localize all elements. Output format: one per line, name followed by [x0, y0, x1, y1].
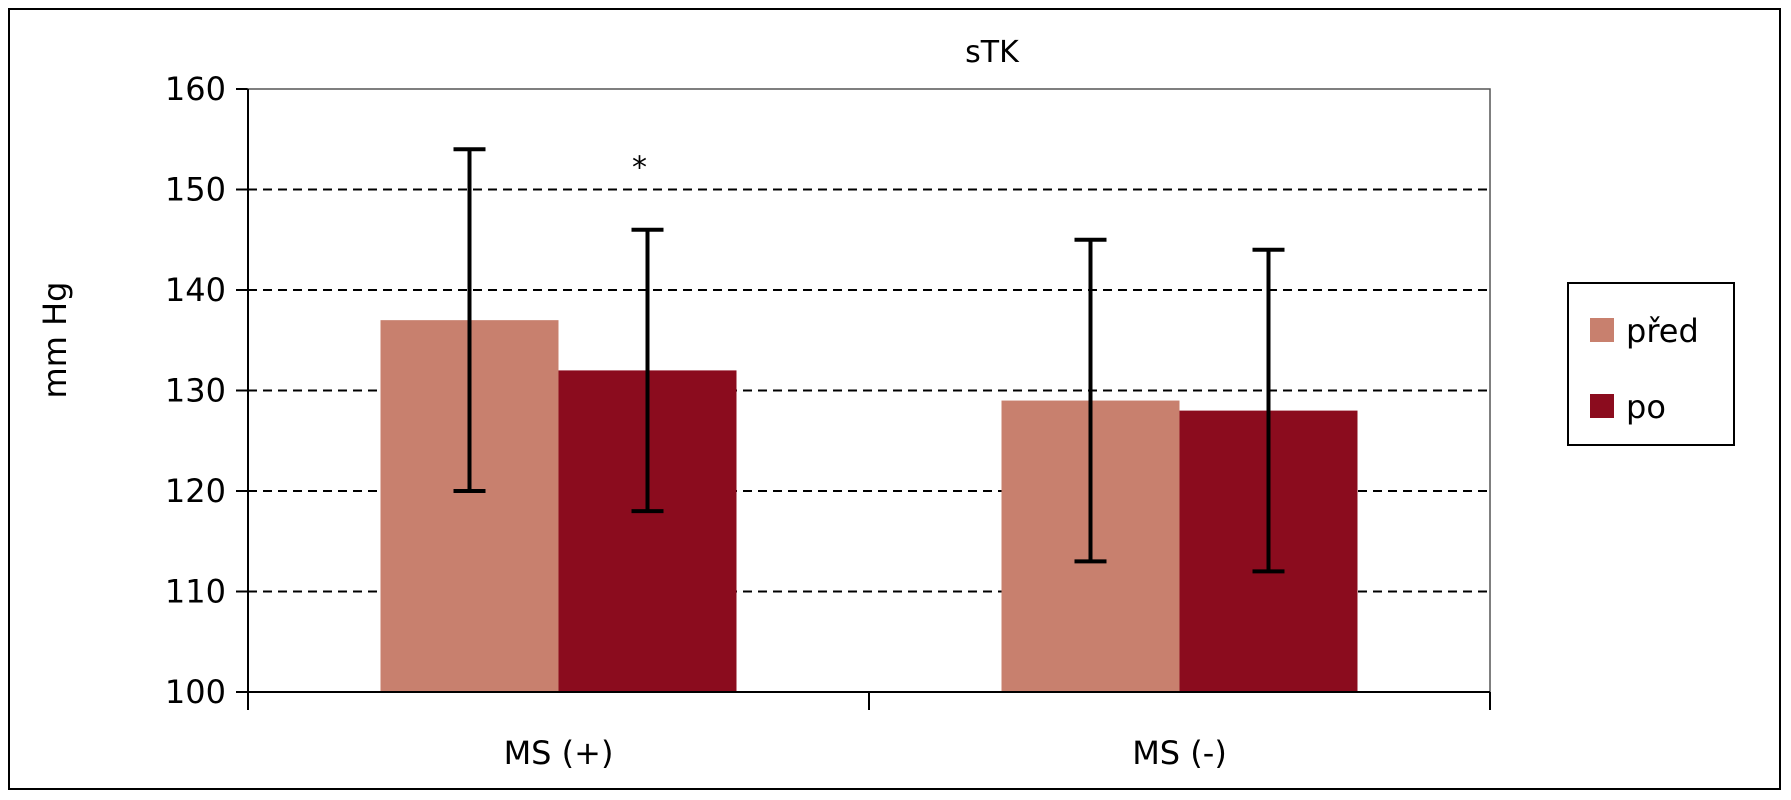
y-tick-label: 140 [165, 271, 226, 309]
y-tick-label: 130 [165, 372, 226, 410]
category-label: MS (-) [1132, 734, 1227, 772]
legend-label: po [1626, 388, 1666, 426]
error-bar [1074, 237, 1107, 564]
y-axis-label: mm Hg [36, 282, 74, 399]
category-labels: MS (+) MS (-) [504, 734, 1227, 772]
legend[interactable]: před po [1567, 282, 1735, 446]
y-tick-label: 120 [165, 472, 226, 510]
error-bar [631, 227, 664, 514]
y-tick-label: 110 [165, 573, 226, 611]
legend-label: před [1626, 312, 1699, 350]
y-tick-labels: 100 110 120 130 140 150 160 [165, 70, 226, 711]
bars [380, 320, 1358, 692]
y-tick-label: 150 [165, 171, 226, 209]
error-bars [453, 147, 1285, 574]
legend-swatch [1590, 318, 1614, 342]
axes [247, 88, 1491, 710]
chart-title: sTK [965, 35, 1020, 70]
significance-marker: * [632, 150, 647, 185]
category-label: MS (+) [504, 734, 614, 772]
annotations: * [632, 150, 647, 185]
y-tick-label: 100 [165, 673, 226, 711]
y-tick-label: 160 [165, 70, 226, 108]
error-bar [1252, 247, 1285, 574]
chart-frame [8, 8, 1781, 790]
legend-swatch [1590, 394, 1614, 418]
error-bar [453, 147, 486, 493]
